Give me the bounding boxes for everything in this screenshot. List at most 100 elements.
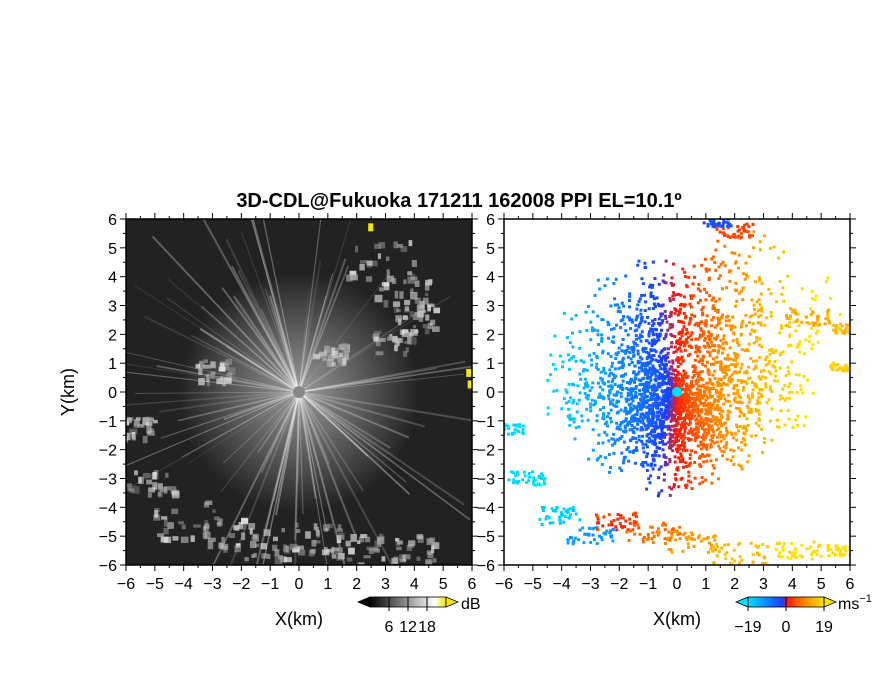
right-velocity-cell <box>571 542 575 546</box>
right-velocity-cell <box>682 398 686 402</box>
right-velocity-cell <box>700 476 704 480</box>
right-velocity-cell <box>693 368 697 372</box>
right-velocity-cell <box>572 383 576 387</box>
right-velocity-cell <box>724 319 728 323</box>
right-velocity-cell <box>837 367 841 371</box>
right-velocity-cell <box>602 397 606 401</box>
right-velocity-cell <box>629 406 633 410</box>
right-velocity-cell <box>696 404 700 408</box>
right-velocity-cell <box>619 391 623 395</box>
right-velocity-cell <box>584 310 588 314</box>
left-echo-cell <box>337 355 345 363</box>
right-velocity-cell <box>574 512 578 516</box>
right-velocity-cell <box>685 285 689 289</box>
right-velocity-cell <box>839 548 843 552</box>
left-echo-cell <box>218 366 226 372</box>
right-velocity-cell <box>648 366 652 370</box>
right-velocity-cell <box>691 376 695 380</box>
right-velocity-cell <box>624 519 628 523</box>
right-velocity-cell <box>795 345 799 349</box>
left-colorbar: 6 12 18 dB <box>356 596 481 636</box>
right-velocity-cell <box>639 339 643 343</box>
right-velocity-cell <box>696 301 700 305</box>
right-velocity-cell <box>625 530 629 534</box>
right-velocity-cell <box>735 384 739 388</box>
right-velocity-cell <box>675 423 679 427</box>
right-velocity-cell <box>775 542 779 546</box>
right-velocity-cell <box>701 311 705 315</box>
right-velocity-cell <box>703 345 707 349</box>
right-velocity-cell <box>578 518 582 522</box>
right-velocity-cell <box>628 292 632 296</box>
right-velocity-cell <box>613 376 617 380</box>
right-velocity-cell <box>729 562 733 565</box>
right-colorbar-unit-base: ms <box>838 596 859 613</box>
right-velocity-cell <box>654 399 658 403</box>
right-velocity-cell <box>786 366 790 370</box>
right-velocity-cell <box>672 429 676 433</box>
right-velocity-cell <box>720 313 724 317</box>
right-velocity-cell <box>688 302 692 306</box>
right-velocity-cell <box>748 332 752 336</box>
left-echo-cell <box>395 315 402 323</box>
right-velocity-cell <box>650 327 654 331</box>
right-velocity-cell <box>606 380 610 384</box>
right-velocity-cell <box>621 461 625 465</box>
right-velocity-cell <box>632 387 636 391</box>
right-velocity-cell <box>640 319 644 323</box>
right-velocity-cell <box>624 397 628 401</box>
right-velocity-cell <box>663 537 667 541</box>
right-velocity-cell <box>641 282 645 286</box>
right-velocity-cell <box>654 379 658 383</box>
right-velocity-cell <box>657 491 661 495</box>
right-velocity-cell <box>787 390 791 394</box>
left-echo-cell <box>272 536 278 542</box>
right-velocity-cell <box>744 380 748 384</box>
right-velocity-cell <box>634 323 638 327</box>
right-velocity-cell <box>668 326 672 330</box>
right-velocity-cell <box>796 414 800 418</box>
right-velocity-cell <box>650 537 654 541</box>
right-velocity-cell <box>709 410 713 414</box>
right-velocity-cell <box>696 410 700 414</box>
right-velocity-cell <box>841 366 845 370</box>
right-velocity-cell <box>833 552 837 556</box>
right-velocity-cell <box>598 392 602 396</box>
left-echo-cell <box>210 361 216 368</box>
right-velocity-cell <box>648 361 652 365</box>
right-velocity-cell <box>634 384 638 388</box>
right-velocity-cell <box>702 428 706 432</box>
right-velocity-cell <box>721 369 725 373</box>
right-velocity-cell <box>660 349 664 353</box>
right-velocity-cell <box>611 398 615 402</box>
right-velocity-cell <box>651 319 655 323</box>
left-colorbar-tick-label: 18 <box>418 619 436 636</box>
right-velocity-cell <box>784 374 788 378</box>
right-velocity-cell <box>758 387 762 391</box>
left-x-tick-label: −5 <box>146 576 164 593</box>
right-velocity-cell <box>648 285 652 289</box>
right-velocity-cell <box>662 455 666 459</box>
right-velocity-cell <box>757 412 761 416</box>
right-velocity-cell <box>666 427 670 431</box>
right-velocity-cell <box>568 341 572 345</box>
right-velocity-cell <box>640 403 644 407</box>
right-velocity-cell <box>690 331 694 335</box>
right-velocity-cell <box>708 387 712 391</box>
left-echo-cell <box>396 308 401 313</box>
right-velocity-cell <box>616 384 620 388</box>
right-velocity-cell <box>647 322 651 326</box>
left-echo-cell <box>404 306 409 312</box>
left-echo-cell <box>219 362 225 369</box>
right-velocity-cell <box>646 424 650 428</box>
right-velocity-cell <box>628 450 632 454</box>
right-velocity-cell <box>746 394 750 398</box>
right-velocity-cell <box>678 402 682 406</box>
right-velocity-cell <box>755 336 759 340</box>
right-velocity-cell <box>703 392 707 396</box>
right-velocity-cell <box>546 378 550 382</box>
right-velocity-cell <box>709 408 713 412</box>
right-velocity-cell <box>663 435 667 439</box>
left-echo-cell <box>418 317 424 322</box>
